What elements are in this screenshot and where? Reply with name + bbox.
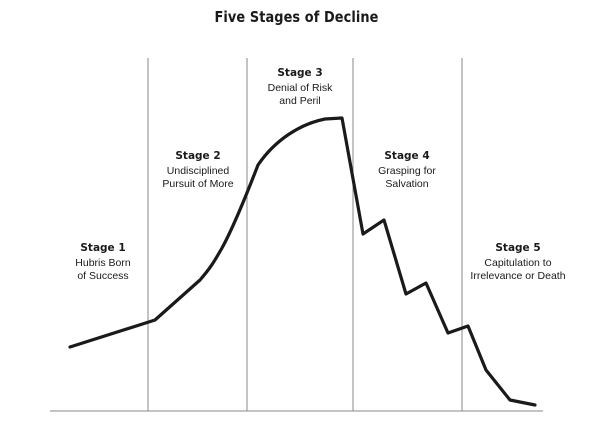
stage-4-name: Stage 4 — [384, 150, 430, 162]
stage-4-label: Stage 4 Grasping for Salvation — [347, 150, 467, 191]
stage-5-name: Stage 5 — [495, 242, 541, 254]
diagram-title: Five Stages of Decline — [214, 8, 379, 26]
stage-5-description: Capitulation to Irrelevance or Death — [470, 257, 566, 282]
stage-2-description: Undisciplined Pursuit of More — [162, 165, 234, 190]
stage-2-name: Stage 2 — [175, 150, 221, 162]
decline-curve — [68, 116, 537, 407]
stage-1-description: Hubris Born of Success — [75, 257, 131, 282]
stage-2-label: Stage 2 Undisciplined Pursuit of More — [138, 150, 258, 191]
stage-1-label: Stage 1 Hubris Born of Success — [43, 242, 163, 283]
stage-5-label: Stage 5 Capitulation to Irrelevance or D… — [458, 242, 578, 283]
stage-3-name: Stage 3 — [277, 67, 323, 79]
stage-3-description: Denial of Risk and Peril — [267, 82, 333, 107]
stage-3-label: Stage 3 Denial of Risk and Peril — [240, 67, 360, 108]
stage-4-description: Grasping for Salvation — [378, 165, 436, 190]
stage-1-name: Stage 1 — [80, 242, 126, 254]
